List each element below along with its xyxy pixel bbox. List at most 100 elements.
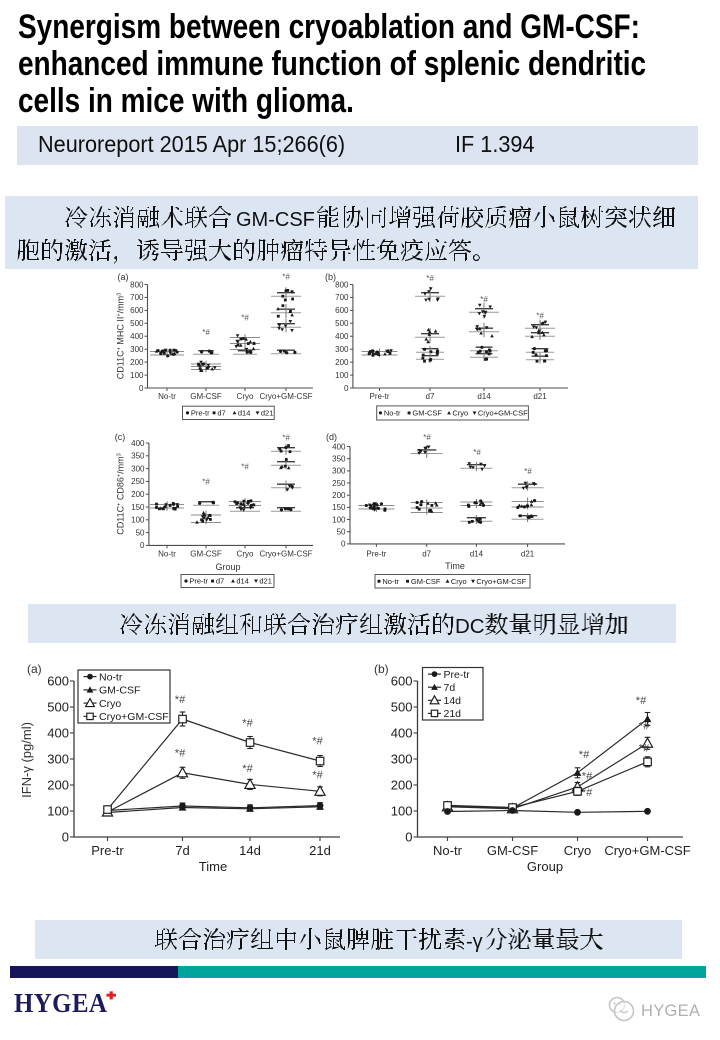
svg-text:GM-CSF: GM-CSF — [411, 577, 441, 586]
svg-text:*#: *# — [242, 718, 253, 730]
svg-text:*#: *# — [636, 695, 647, 707]
svg-text:Cryo+GM-CSF: Cryo+GM-CSF — [478, 409, 528, 418]
svg-text:*#: *# — [426, 274, 434, 283]
svg-text:*#: *# — [241, 314, 249, 323]
svg-text:Pre-tr: Pre-tr — [191, 409, 210, 418]
svg-text:Cryo: Cryo — [451, 577, 467, 586]
svg-text:*#: *# — [202, 478, 210, 487]
svg-text:*#: *# — [202, 328, 210, 337]
svg-text:21d: 21d — [309, 843, 331, 858]
svg-text:*#: *# — [524, 467, 532, 476]
svg-text:Cryo+GM-CSF: Cryo+GM-CSF — [259, 392, 312, 401]
svg-text:300: 300 — [332, 467, 346, 476]
svg-text:*#: *# — [423, 433, 431, 442]
svg-text:d21: d21 — [521, 550, 535, 559]
svg-text:CD11C+​ MHC II+​/mm3​: CD11C+​ MHC II+​/mm3​ — [116, 293, 126, 380]
svg-text:*#: *# — [282, 434, 290, 443]
svg-text:*#: *# — [480, 295, 488, 304]
svg-text:No-tr: No-tr — [158, 550, 176, 559]
svg-text:Cryo: Cryo — [564, 843, 591, 858]
svg-text:d14: d14 — [477, 392, 491, 401]
svg-text:300: 300 — [47, 752, 69, 767]
svg-text:400: 400 — [130, 332, 144, 341]
svg-text:Pre-tr: Pre-tr — [370, 392, 390, 401]
svg-text:*#: *# — [579, 749, 590, 761]
svg-text:250: 250 — [131, 477, 145, 486]
svg-text:14d: 14d — [444, 695, 462, 707]
svg-text:(a): (a) — [118, 272, 129, 282]
svg-text:GM-CSF: GM-CSF — [190, 392, 222, 401]
svg-text:800: 800 — [130, 280, 144, 289]
svg-text:0: 0 — [62, 830, 69, 845]
svg-text:350: 350 — [131, 452, 145, 461]
svg-text:d21: d21 — [533, 392, 547, 401]
svg-text:0: 0 — [344, 384, 349, 393]
svg-text:GM-CSF: GM-CSF — [412, 409, 442, 418]
svg-text:CD11C+​ CD86+​/mm3​: CD11C+​ CD86+​/mm3​ — [116, 453, 126, 535]
svg-text:GM-CSF: GM-CSF — [236, 209, 315, 231]
svg-text:d7: d7 — [426, 392, 435, 401]
svg-text:No-tr: No-tr — [433, 843, 463, 858]
svg-text:No-tr: No-tr — [158, 392, 176, 401]
svg-text:(d): (d) — [326, 432, 337, 442]
svg-text:150: 150 — [332, 503, 346, 512]
svg-text:50: 50 — [337, 528, 346, 537]
svg-text:50: 50 — [136, 528, 145, 537]
svg-text:300: 300 — [391, 752, 413, 767]
svg-text:GM-CSF: GM-CSF — [487, 843, 538, 858]
svg-text:d7: d7 — [216, 577, 224, 586]
svg-text:IFN-γ (pg/ml): IFN-γ (pg/ml) — [19, 722, 34, 798]
svg-text:Time: Time — [445, 561, 465, 571]
svg-text:21d: 21d — [444, 708, 462, 720]
svg-text:7d: 7d — [444, 682, 456, 694]
svg-text:DC: DC — [455, 615, 485, 638]
svg-text:400: 400 — [131, 439, 145, 448]
svg-text:100: 100 — [332, 515, 346, 524]
svg-text:300: 300 — [335, 345, 349, 354]
svg-text:Cryo+GM-CSF: Cryo+GM-CSF — [476, 577, 526, 586]
svg-text:d7: d7 — [217, 409, 225, 418]
svg-text:300: 300 — [130, 345, 144, 354]
svg-text:GM-CSF: GM-CSF — [99, 685, 140, 697]
svg-text:No-tr: No-tr — [382, 577, 399, 586]
svg-text:Group: Group — [527, 859, 563, 874]
svg-text:200: 200 — [391, 778, 413, 793]
svg-text:500: 500 — [335, 319, 349, 328]
svg-text:No-tr: No-tr — [99, 671, 123, 683]
svg-text:Time: Time — [199, 859, 227, 874]
svg-text:*#: *# — [473, 448, 481, 457]
svg-text:*#: *# — [639, 721, 650, 733]
svg-text:0: 0 — [341, 540, 346, 549]
svg-text:500: 500 — [47, 700, 69, 715]
svg-text:d14: d14 — [470, 550, 484, 559]
svg-text:300: 300 — [131, 464, 145, 473]
svg-text:100: 100 — [131, 516, 145, 525]
svg-text:400: 400 — [332, 442, 346, 451]
svg-text:400: 400 — [335, 332, 349, 341]
svg-text:d14: d14 — [236, 577, 249, 586]
svg-text:(b): (b) — [374, 662, 389, 676]
svg-text:Cryo: Cryo — [237, 550, 254, 559]
svg-text:14d: 14d — [239, 843, 261, 858]
svg-text:200: 200 — [335, 358, 349, 367]
svg-text:500: 500 — [130, 319, 144, 328]
svg-text:*#: *# — [175, 694, 186, 706]
svg-text:*#: *# — [175, 748, 186, 760]
svg-text:GM-CSF: GM-CSF — [190, 550, 222, 559]
svg-text:*#: *# — [312, 770, 323, 782]
svg-text:Group: Group — [215, 562, 240, 572]
svg-text:Pre-tr: Pre-tr — [91, 843, 124, 858]
svg-text:0: 0 — [405, 830, 412, 845]
svg-text:d7: d7 — [422, 550, 431, 559]
svg-text:*#: *# — [536, 312, 544, 321]
svg-text:7d: 7d — [175, 843, 189, 858]
svg-text:(a): (a) — [27, 662, 42, 676]
svg-text:600: 600 — [47, 674, 69, 689]
svg-text:Cryo+GM-CSF: Cryo+GM-CSF — [259, 550, 312, 559]
svg-text:*#: *# — [312, 736, 323, 748]
svg-text:250: 250 — [332, 479, 346, 488]
svg-text:600: 600 — [130, 306, 144, 315]
svg-text:Cryo: Cryo — [237, 392, 254, 401]
svg-text:*#: *# — [241, 463, 249, 472]
svg-text:Pre-tr: Pre-tr — [366, 550, 386, 559]
